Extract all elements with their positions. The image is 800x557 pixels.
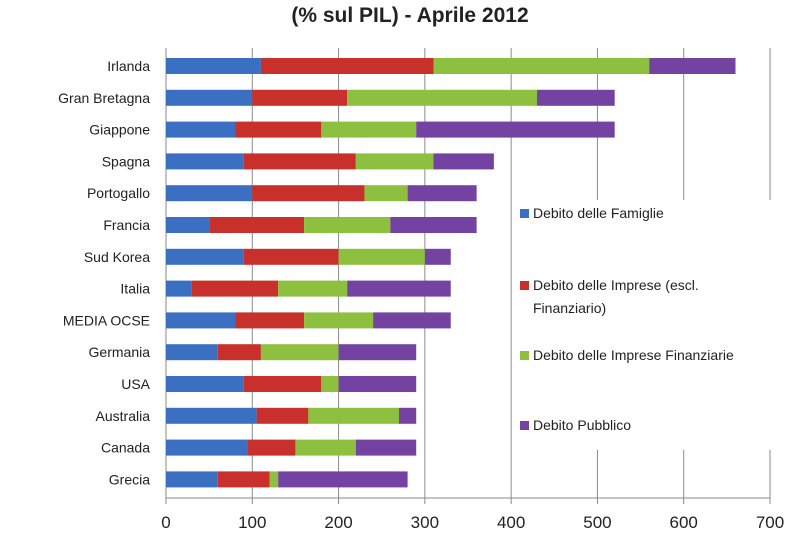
bar-segment bbox=[278, 280, 348, 297]
x-tick-label: 300 bbox=[411, 513, 439, 532]
category-label: Australia bbox=[96, 408, 151, 424]
legend-swatch bbox=[520, 421, 529, 430]
bar-segment bbox=[166, 439, 248, 456]
x-tick-label: 600 bbox=[670, 513, 698, 532]
bar-segment bbox=[537, 89, 615, 106]
bar-segment bbox=[166, 153, 244, 170]
bar-segment bbox=[166, 248, 244, 265]
category-label: Sud Korea bbox=[84, 249, 150, 265]
legend-label: Debito delle Imprese (escl. bbox=[533, 277, 699, 293]
category-label: Gran Bretagna bbox=[58, 90, 150, 106]
bar-segment bbox=[321, 121, 417, 138]
category-label: Grecia bbox=[109, 471, 150, 487]
bar-segment bbox=[243, 248, 339, 265]
bar-segment bbox=[355, 439, 417, 456]
bar-segment bbox=[166, 217, 210, 233]
bar-segment bbox=[407, 185, 477, 202]
bar-segment bbox=[235, 121, 322, 138]
bar-segment bbox=[166, 471, 218, 488]
bar-segment bbox=[166, 312, 236, 329]
bar-segment bbox=[416, 121, 615, 138]
category-label: Germania bbox=[89, 344, 151, 360]
bar-segment bbox=[321, 376, 339, 392]
bar-segment bbox=[235, 312, 305, 329]
legend-swatch bbox=[520, 281, 529, 290]
category-label: MEDIA OCSE bbox=[63, 312, 150, 328]
category-label: USA bbox=[121, 376, 150, 392]
x-tick-label: 500 bbox=[583, 513, 611, 532]
bar-segment bbox=[269, 471, 279, 488]
x-tick-label: 400 bbox=[497, 513, 525, 532]
bar-segment bbox=[256, 407, 309, 424]
bar-segment bbox=[347, 89, 538, 106]
bar-segment bbox=[191, 280, 279, 297]
category-label: Spagna bbox=[102, 153, 150, 169]
bar-segment bbox=[373, 312, 451, 329]
chart-title: (% sul PIL) - Aprile 2012 bbox=[291, 4, 529, 27]
bar-segment bbox=[166, 58, 261, 74]
category-label: Irlanda bbox=[107, 58, 150, 74]
bar-segment bbox=[166, 376, 244, 392]
bar-segment bbox=[433, 58, 650, 74]
x-tick-label: 100 bbox=[238, 513, 266, 532]
bar-segment bbox=[355, 153, 434, 170]
bar-segment bbox=[649, 58, 736, 74]
bar-segment bbox=[338, 344, 417, 361]
bar-segment bbox=[243, 376, 322, 392]
bar-segment bbox=[243, 153, 356, 170]
bar-segment bbox=[166, 280, 192, 297]
bar-segment bbox=[278, 471, 408, 488]
category-label: Italia bbox=[120, 281, 150, 297]
bar-segment bbox=[260, 58, 434, 74]
legend-label: Finanziario) bbox=[533, 300, 606, 316]
bar-segment bbox=[166, 121, 236, 138]
bar-segment bbox=[295, 439, 356, 456]
bar-segment bbox=[260, 344, 339, 361]
bar-segment bbox=[166, 185, 253, 202]
x-tick-label: 0 bbox=[161, 513, 170, 532]
bar-segment bbox=[217, 471, 270, 488]
x-tick-label: 700 bbox=[756, 513, 784, 532]
bar-segment bbox=[304, 217, 391, 233]
bar-segment bbox=[209, 217, 305, 233]
bar-segment bbox=[166, 344, 218, 361]
legend-box bbox=[512, 200, 782, 450]
bar-segment bbox=[347, 280, 451, 297]
bar-segment bbox=[166, 407, 257, 424]
bar-segment bbox=[338, 376, 417, 392]
legend-label: Debito delle Famiglie bbox=[533, 205, 664, 221]
bar-segment bbox=[364, 185, 408, 202]
category-label: Canada bbox=[101, 440, 150, 456]
bar-segment bbox=[252, 89, 348, 106]
bar-segment bbox=[398, 407, 417, 424]
bar-segment bbox=[247, 439, 296, 456]
bar-segment bbox=[308, 407, 399, 424]
category-label: Francia bbox=[103, 217, 150, 233]
bar-segment bbox=[166, 89, 253, 106]
bar-segment bbox=[338, 248, 425, 265]
bar-segment bbox=[304, 312, 374, 329]
bar-segment bbox=[390, 217, 477, 233]
category-label: Portogallo bbox=[87, 185, 150, 201]
legend-swatch bbox=[520, 209, 529, 218]
legend-label: Debito Pubblico bbox=[533, 417, 631, 433]
legend-label: Debito delle Imprese Finanziarie bbox=[533, 347, 734, 363]
bar-segment bbox=[217, 344, 261, 361]
x-tick-label: 200 bbox=[324, 513, 352, 532]
legend-swatch bbox=[520, 351, 529, 360]
bar-segment bbox=[424, 248, 451, 265]
bar-segment bbox=[433, 153, 494, 170]
bar-segment bbox=[252, 185, 365, 202]
category-label: Giappone bbox=[89, 122, 150, 138]
